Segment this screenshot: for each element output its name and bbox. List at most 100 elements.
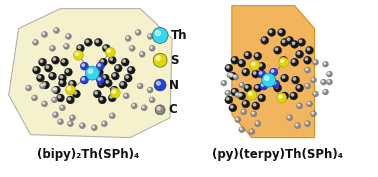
Circle shape: [280, 56, 288, 64]
Circle shape: [61, 106, 63, 108]
Circle shape: [243, 101, 246, 104]
Circle shape: [51, 87, 57, 93]
Circle shape: [34, 68, 37, 70]
Circle shape: [147, 33, 153, 39]
Circle shape: [54, 27, 59, 33]
Circle shape: [97, 70, 99, 72]
Circle shape: [229, 72, 237, 80]
Circle shape: [33, 66, 40, 74]
Circle shape: [84, 38, 92, 46]
Circle shape: [33, 96, 35, 98]
Circle shape: [69, 122, 71, 124]
Text: N: N: [169, 79, 179, 92]
Circle shape: [291, 58, 299, 66]
Circle shape: [42, 32, 48, 37]
Circle shape: [53, 98, 54, 100]
Circle shape: [149, 45, 155, 51]
Circle shape: [99, 82, 101, 84]
Circle shape: [71, 116, 73, 118]
Circle shape: [242, 100, 250, 108]
Circle shape: [98, 96, 106, 104]
Circle shape: [253, 104, 256, 106]
Circle shape: [296, 124, 298, 126]
Circle shape: [296, 50, 304, 58]
Circle shape: [280, 59, 284, 62]
Circle shape: [265, 78, 268, 80]
Circle shape: [258, 94, 266, 102]
Circle shape: [148, 35, 150, 36]
Circle shape: [113, 74, 115, 76]
Circle shape: [291, 76, 300, 84]
Circle shape: [121, 83, 123, 85]
Circle shape: [26, 85, 32, 91]
Circle shape: [242, 110, 244, 112]
Circle shape: [273, 82, 276, 84]
Circle shape: [93, 90, 101, 98]
Circle shape: [86, 40, 88, 42]
Circle shape: [39, 58, 46, 66]
Circle shape: [242, 68, 250, 76]
Circle shape: [140, 53, 142, 54]
Circle shape: [124, 94, 126, 96]
Circle shape: [226, 66, 229, 68]
Circle shape: [125, 35, 131, 41]
Circle shape: [51, 47, 53, 48]
Circle shape: [240, 128, 242, 130]
Circle shape: [236, 93, 238, 95]
Circle shape: [101, 60, 104, 62]
Circle shape: [244, 84, 252, 92]
Circle shape: [33, 39, 39, 45]
Circle shape: [322, 61, 328, 67]
Circle shape: [304, 56, 311, 64]
Circle shape: [101, 121, 107, 127]
Circle shape: [55, 29, 57, 31]
Circle shape: [324, 62, 325, 64]
Circle shape: [112, 88, 115, 90]
Circle shape: [53, 88, 54, 90]
Circle shape: [255, 121, 261, 127]
Circle shape: [138, 84, 140, 86]
Circle shape: [233, 74, 239, 80]
Circle shape: [311, 111, 316, 117]
Circle shape: [48, 72, 56, 80]
Circle shape: [43, 33, 45, 35]
Circle shape: [249, 129, 255, 135]
Circle shape: [112, 90, 115, 93]
Circle shape: [34, 41, 36, 42]
Circle shape: [259, 64, 262, 66]
Circle shape: [234, 75, 236, 77]
Circle shape: [327, 71, 333, 77]
Circle shape: [235, 92, 241, 98]
Circle shape: [290, 92, 297, 100]
Polygon shape: [232, 6, 314, 138]
Circle shape: [108, 56, 116, 64]
Circle shape: [294, 123, 301, 129]
Circle shape: [65, 68, 73, 76]
Circle shape: [287, 38, 290, 41]
Circle shape: [102, 122, 104, 124]
Circle shape: [306, 122, 308, 124]
Circle shape: [250, 60, 260, 70]
Circle shape: [305, 67, 311, 73]
Circle shape: [53, 86, 60, 94]
Circle shape: [45, 64, 53, 72]
Circle shape: [137, 83, 143, 89]
Circle shape: [124, 74, 132, 82]
Circle shape: [46, 66, 49, 68]
Circle shape: [305, 83, 311, 89]
Text: (py)(terpy)Th(SPh)₄: (py)(terpy)Th(SPh)₄: [212, 148, 343, 161]
Circle shape: [275, 48, 278, 50]
Circle shape: [282, 94, 285, 96]
Circle shape: [313, 91, 319, 97]
Circle shape: [121, 58, 129, 66]
Circle shape: [53, 112, 59, 118]
Circle shape: [226, 98, 229, 100]
Circle shape: [262, 73, 276, 87]
Circle shape: [129, 68, 132, 70]
Circle shape: [94, 38, 102, 46]
Circle shape: [297, 52, 300, 55]
Circle shape: [256, 54, 258, 56]
Circle shape: [102, 44, 110, 52]
Circle shape: [150, 47, 152, 48]
Circle shape: [50, 74, 53, 76]
